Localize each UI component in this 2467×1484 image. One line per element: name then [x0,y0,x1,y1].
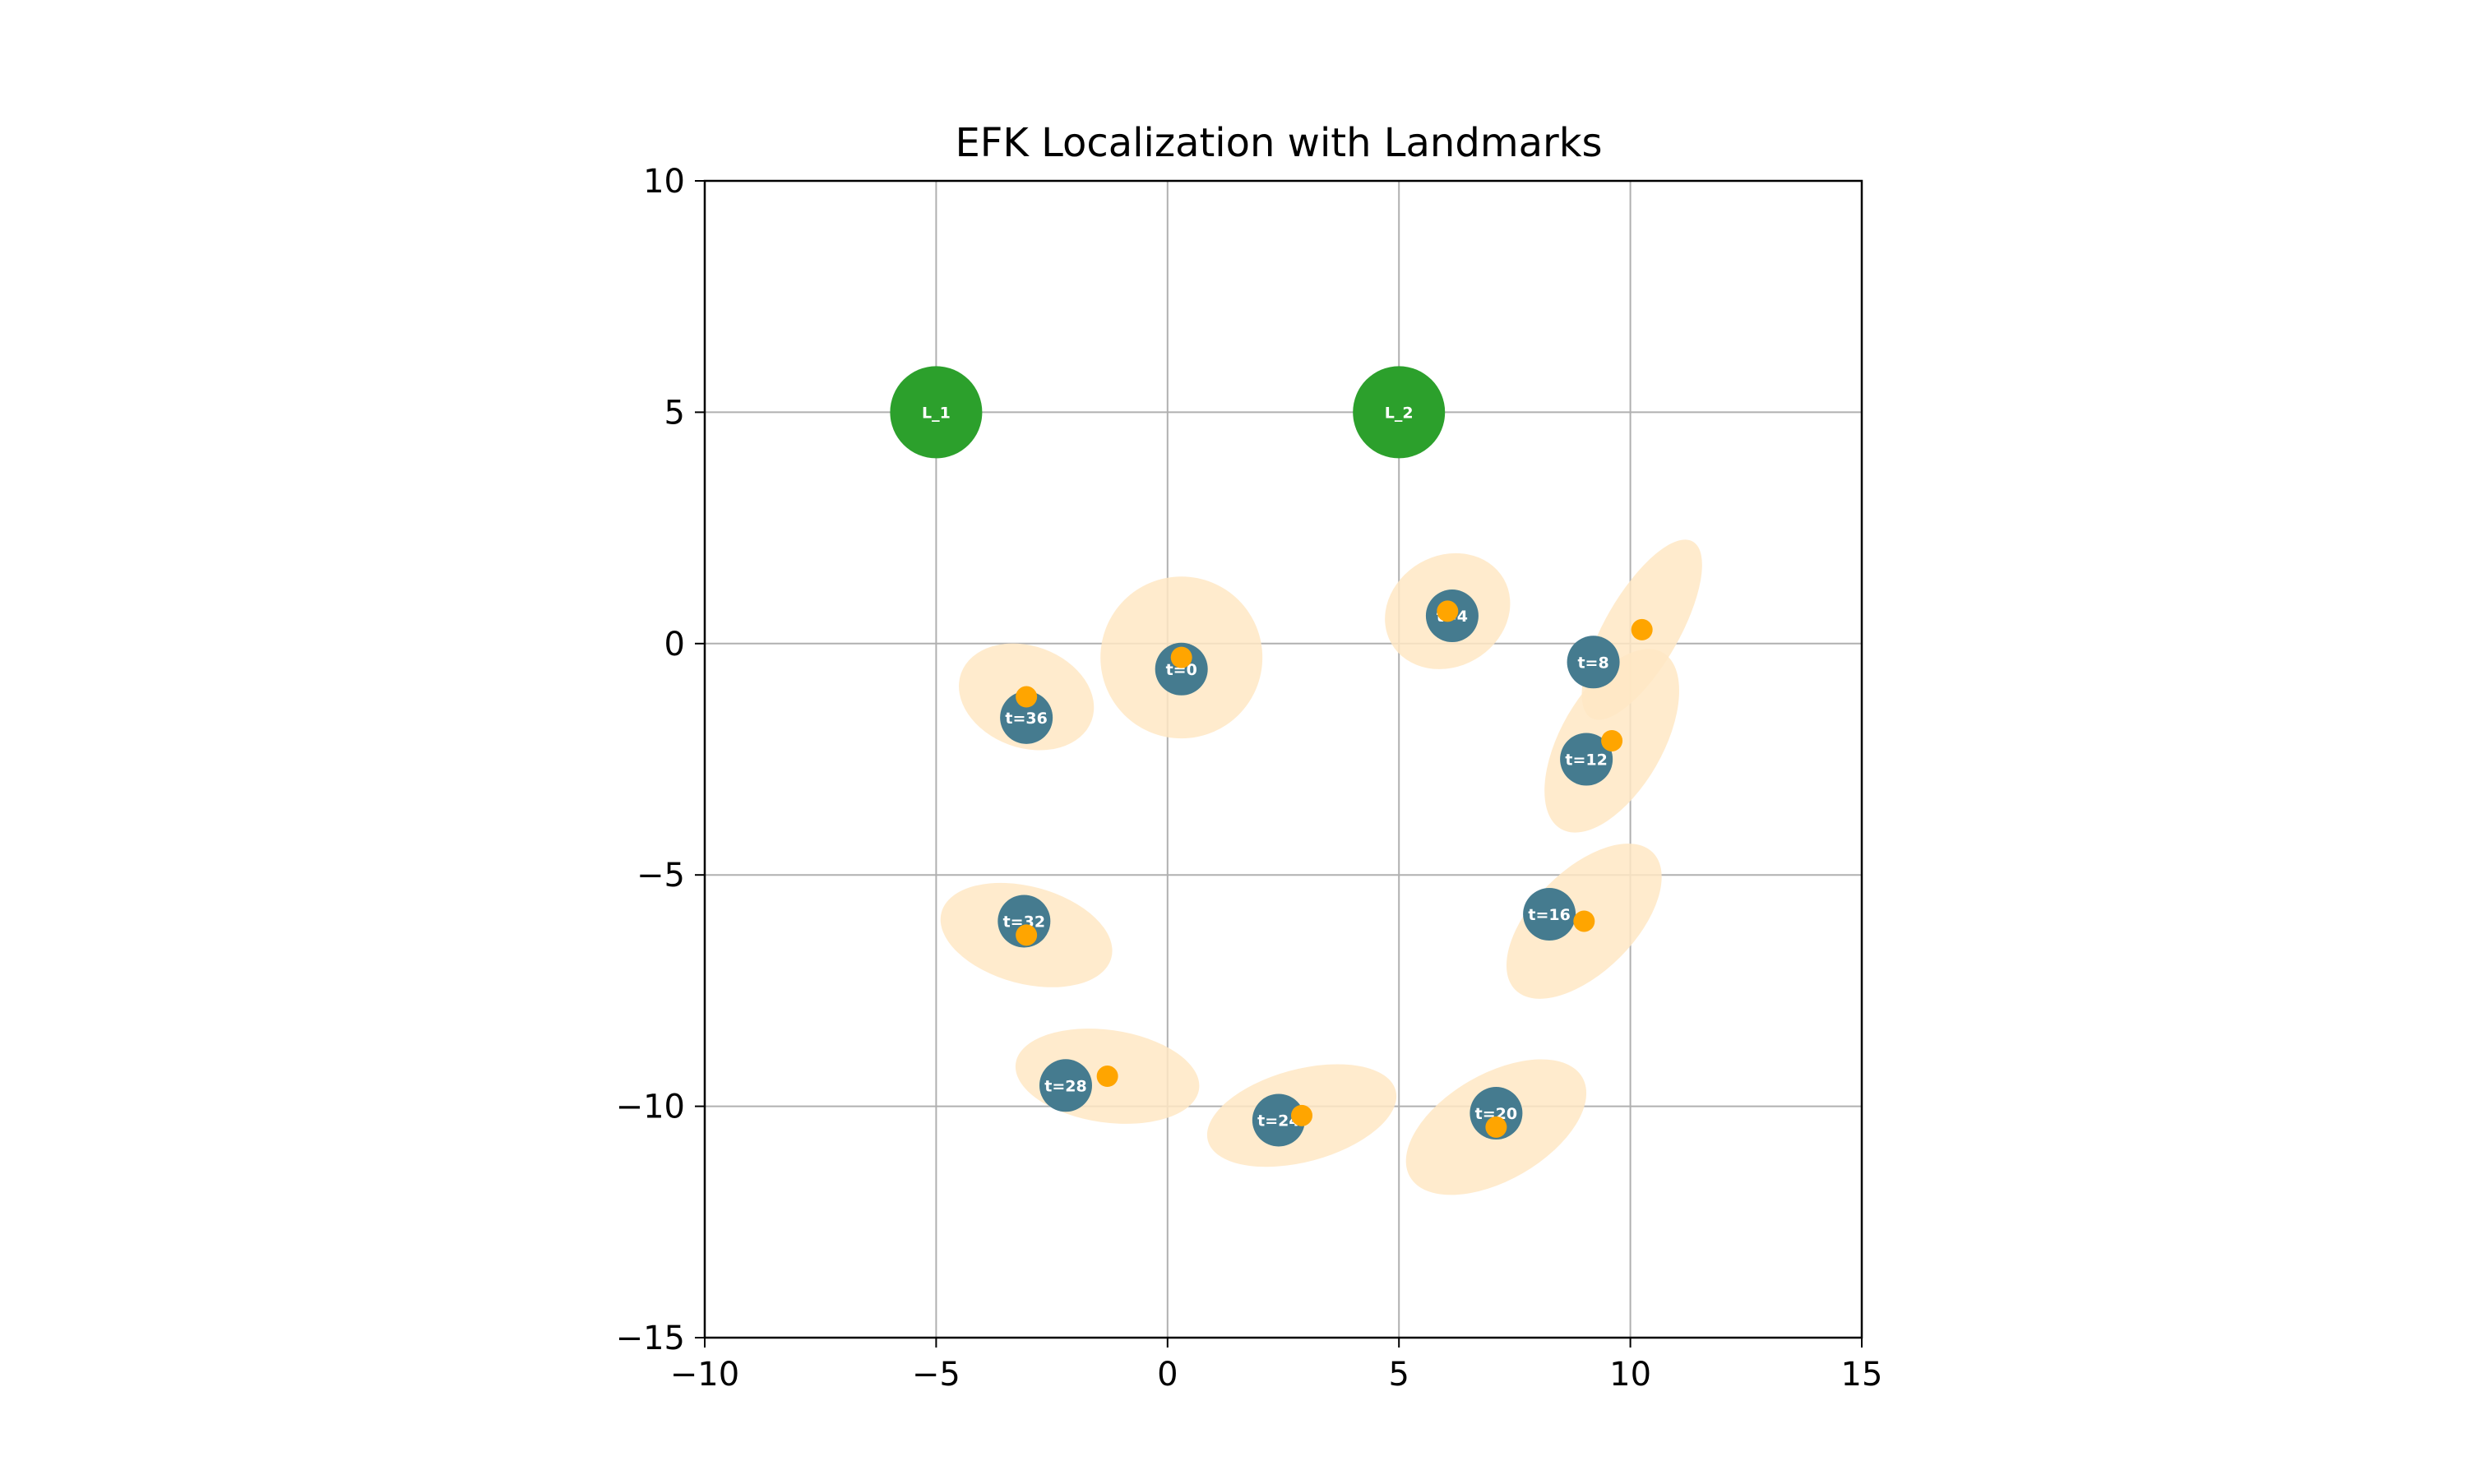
measurement-point [1016,686,1038,708]
estimate-label: t=8 [1577,654,1608,672]
landmark-point [1353,366,1446,459]
measurement-point [1096,1066,1118,1088]
measurement-point [1016,924,1038,946]
y-tick-label: 0 [664,626,685,663]
estimate-label: t=20 [1475,1105,1517,1123]
x-axis-ticks: −10 −5 0 5 10 15 [670,1338,1883,1394]
estimate-point [997,895,1051,948]
estimate-label: t=32 [1003,913,1045,931]
estimate-label: t=36 [1005,710,1047,728]
y-tick-label: −5 [636,857,685,895]
y-tick-label: 10 [643,163,685,201]
measurement-point [1291,1104,1313,1126]
y-tick-label: −10 [616,1089,685,1126]
x-tick-label: 0 [1157,1356,1178,1394]
x-tick-label: −5 [912,1356,960,1394]
estimate-label: t=28 [1044,1077,1086,1095]
y-tick-label: −15 [616,1320,685,1357]
landmark-layer: L_1 L_2 [890,366,1446,459]
chart-title: EFK Localization with Landmarks [955,120,1602,166]
estimate-point [1155,642,1208,696]
x-tick-label: −10 [670,1356,739,1394]
estimate-point [1470,1087,1523,1140]
estimate-label: t=0 [1166,661,1197,679]
estimate-point [1039,1059,1092,1112]
estimate-label: t=16 [1528,906,1570,924]
landmark-label: L_2 [1385,404,1414,422]
covariance-layer [940,539,1702,1195]
estimate-label: t=12 [1565,751,1607,770]
landmark-label: L_1 [922,404,951,422]
measurement-point [1437,600,1459,622]
x-tick-label: 15 [1841,1356,1883,1394]
estimate-layer: t=0t=4t=8t=12t=16t=20t=24t=28t=32t=36 [997,589,1620,1147]
estimate-point [1560,733,1613,786]
estimate-label: t=24 [1257,1112,1299,1130]
landmark-point [890,366,983,459]
estimate-point [1000,691,1053,744]
estimate-point [1252,1093,1305,1147]
measurement-layer [1016,600,1653,1138]
y-axis-ticks: −15 −10 −5 0 5 10 [616,163,705,1357]
measurement-point [1485,1116,1507,1138]
estimate-point [1567,636,1620,689]
measurement-point [1601,729,1623,751]
axes-frame [703,179,1863,1339]
x-tick-label: 5 [1388,1356,1409,1394]
estimate-point [1523,888,1576,941]
measurement-point [1573,910,1595,932]
measurement-point [1631,618,1653,640]
x-tick-label: 10 [1609,1356,1651,1394]
y-tick-label: 5 [664,394,685,432]
measurement-point [1170,646,1192,668]
